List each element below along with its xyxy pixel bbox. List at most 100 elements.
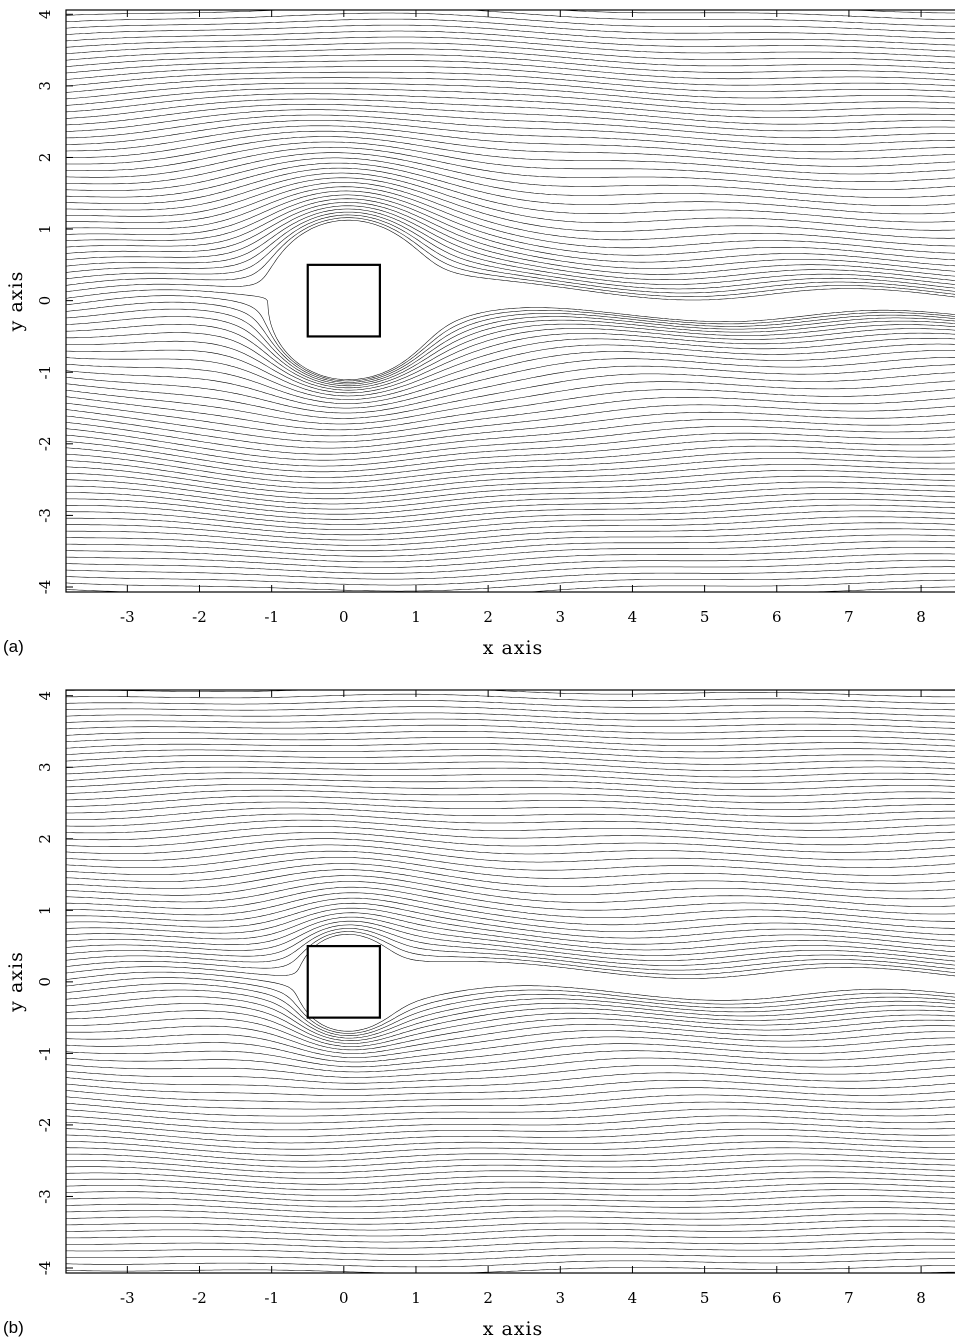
y-tick-label: -1 — [36, 1046, 54, 1061]
x-tick-label: -1 — [264, 608, 279, 626]
streamline — [59, 440, 955, 472]
streamline — [59, 750, 955, 759]
x-tick-label: -3 — [120, 1289, 135, 1307]
streamline — [59, 1128, 955, 1143]
streamline — [59, 120, 955, 151]
streamline — [59, 1202, 955, 1213]
x-tick-label: -3 — [120, 608, 135, 626]
streamline — [59, 66, 955, 86]
streamline — [59, 220, 955, 300]
streamline — [59, 55, 955, 75]
streamline — [59, 1088, 955, 1103]
panel-label: (a) — [3, 637, 24, 656]
x-tick-label: 8 — [916, 608, 926, 626]
streamline — [59, 350, 955, 403]
streamline — [59, 694, 955, 703]
streamline — [59, 505, 955, 530]
streamline — [59, 814, 955, 830]
streamline — [59, 1279, 955, 1286]
streamline — [59, 104, 955, 131]
streamlines — [59, 675, 955, 1293]
streamline — [59, 1116, 955, 1130]
x-tick-label: -2 — [192, 608, 207, 626]
streamline — [59, 517, 955, 540]
streamline — [59, 482, 955, 509]
y-tick-label: 1 — [36, 224, 54, 234]
x-tick-label: 0 — [339, 608, 349, 626]
streamline — [59, 796, 955, 809]
y-tick-label: -4 — [36, 1261, 54, 1276]
streamline — [59, 0, 955, 13]
streamline — [59, 1233, 955, 1243]
streamline — [59, 344, 955, 400]
streamline — [59, 25, 955, 45]
y-tick-label: 2 — [36, 834, 54, 844]
y-axis-label: y axis — [5, 951, 27, 1013]
streamline — [59, 1004, 955, 1044]
streamline — [59, 72, 955, 92]
streamline — [59, 1109, 955, 1123]
streamline — [59, 833, 955, 853]
streamline — [59, 178, 955, 239]
y-tick-label: 2 — [36, 153, 54, 163]
y-tick-label: 0 — [36, 977, 54, 987]
x-tick-label: -1 — [264, 1289, 279, 1307]
streamline — [59, 94, 955, 118]
streamline — [59, 88, 955, 111]
plot-frame — [66, 10, 955, 592]
streamline — [59, 191, 955, 260]
streamline — [59, 560, 955, 579]
streamline — [59, 1024, 955, 1053]
x-tick-label: 1 — [411, 1289, 421, 1307]
streamline — [59, 1239, 955, 1248]
streamline — [59, 1166, 955, 1179]
streamline — [59, 464, 955, 493]
streamline — [59, 1246, 955, 1255]
y-tick-label: 4 — [36, 10, 54, 20]
streamline — [59, 1252, 955, 1261]
x-tick-label: 5 — [700, 1289, 710, 1307]
streamline — [59, 851, 955, 875]
y-tick-label: 3 — [36, 81, 54, 91]
streamline — [59, 744, 955, 753]
streamline — [59, 397, 955, 436]
streamline — [59, 199, 955, 272]
streamline — [59, 761, 955, 770]
x-tick-label: 6 — [772, 1289, 782, 1307]
streamline — [59, 688, 955, 697]
streamline — [59, 587, 955, 604]
streamline — [59, 917, 955, 957]
y-axis-label: y axis — [5, 271, 27, 333]
obstacle — [308, 946, 380, 1018]
streamline — [59, 864, 955, 892]
streamline — [59, 737, 955, 746]
streamline — [59, 494, 955, 520]
y-tick-label: -2 — [36, 437, 54, 452]
x-tick-label: 0 — [339, 1289, 349, 1307]
streamline — [59, 779, 955, 790]
plot-frame — [66, 690, 955, 1273]
streamline — [59, 115, 955, 145]
streamline — [59, 1214, 955, 1224]
x-tick-label: 4 — [628, 1289, 638, 1307]
x-tick-label: -2 — [192, 1289, 207, 1307]
streamline — [59, 725, 955, 735]
obstacle — [308, 265, 380, 337]
streamline — [59, 682, 955, 691]
streamline — [59, 523, 955, 546]
streamline — [59, 1073, 955, 1090]
x-tick-label: 3 — [556, 1289, 566, 1307]
x-tick-label: 7 — [844, 1289, 854, 1307]
streamline — [59, 567, 955, 585]
streamline — [59, 845, 955, 868]
streamline — [59, 426, 955, 460]
streamline — [59, 372, 955, 418]
x-axis-label: x axis — [483, 1318, 544, 1338]
streamline — [59, 380, 955, 424]
streamline — [59, 163, 955, 214]
streamline — [59, 1011, 955, 1047]
streamline — [59, 808, 955, 823]
streamline — [59, 1208, 955, 1219]
streamline — [59, 1102, 955, 1116]
streamline — [59, 756, 955, 765]
